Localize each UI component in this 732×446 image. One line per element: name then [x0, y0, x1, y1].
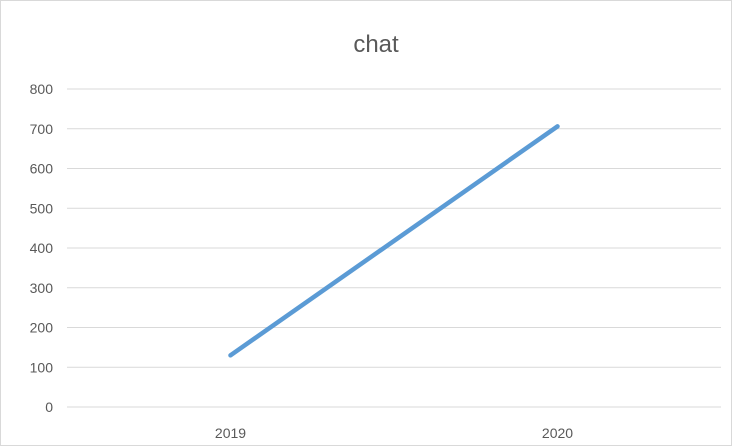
- y-tick-label: 500: [30, 200, 54, 216]
- x-axis-ticks: 2019 2020: [215, 425, 573, 441]
- data-point: [228, 353, 233, 358]
- y-tick-label: 100: [30, 359, 54, 375]
- y-tick-label: 0: [45, 399, 53, 415]
- series-line-0: [228, 124, 560, 358]
- x-tick-label: 2019: [215, 425, 246, 441]
- y-tick-label: 800: [30, 81, 54, 97]
- gridlines: [67, 88, 721, 408]
- y-tick-label: 600: [30, 161, 54, 177]
- y-axis-ticks: 0 100 200 300 400 500 600 700 800: [30, 81, 54, 415]
- y-tick-label: 400: [30, 240, 54, 256]
- series-layer: [228, 124, 560, 358]
- chart-title: chat: [353, 31, 399, 58]
- data-point: [555, 124, 560, 129]
- y-tick-label: 300: [30, 280, 54, 296]
- y-tick-label: 700: [30, 121, 54, 137]
- x-tick-label: 2020: [542, 425, 573, 441]
- y-tick-label: 200: [30, 320, 54, 336]
